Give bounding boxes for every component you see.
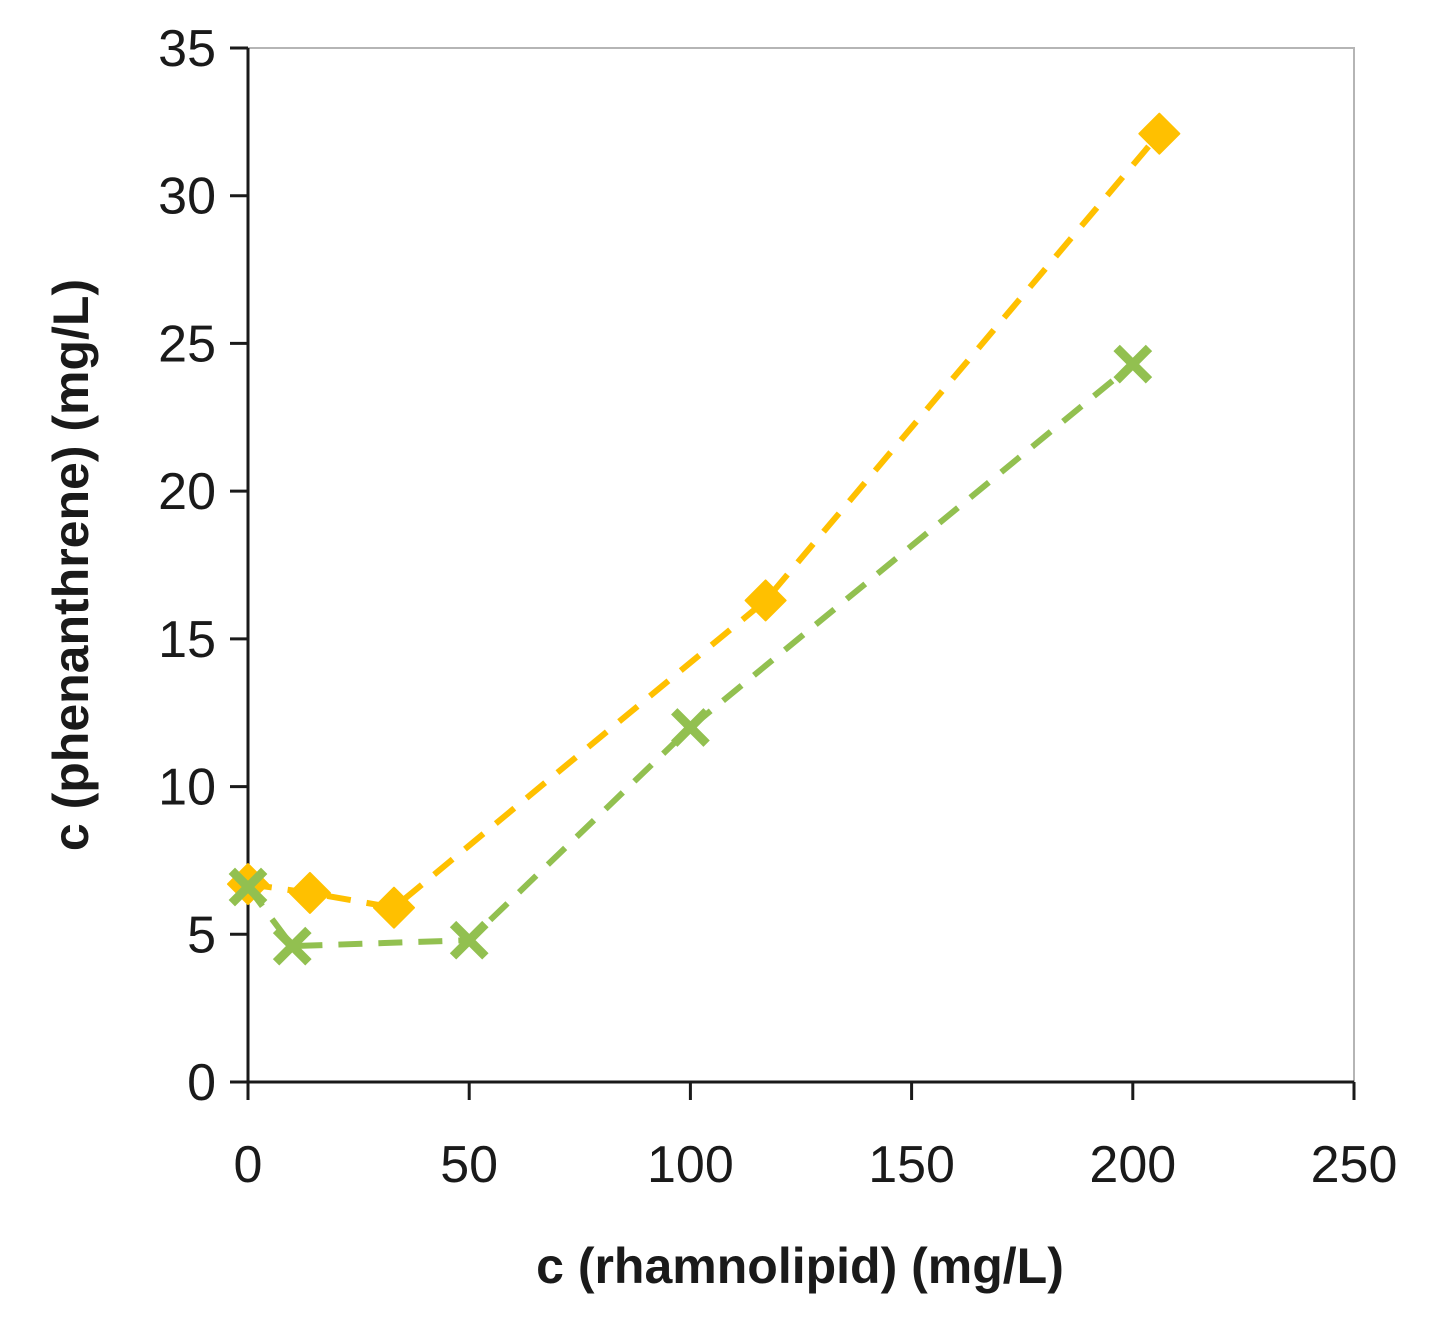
data-point-diamond: [1138, 112, 1181, 155]
series-orange: [227, 112, 1181, 929]
y-tick-label: 25: [158, 315, 216, 373]
data-point-diamond: [372, 886, 415, 929]
labels: c (rhamnolipid) (mg/L) c (phenanthrene) …: [43, 279, 1064, 1294]
series-green: [228, 344, 1153, 966]
x-tick-label: 50: [440, 1136, 498, 1194]
y-tick-label: 0: [187, 1054, 216, 1112]
series-orange-line: [247, 131, 1162, 911]
x-tick-label: 100: [647, 1136, 734, 1194]
plot-border: [247, 47, 1355, 1083]
y-tick-label: 15: [158, 611, 216, 669]
axes: 0 5 10 15 20 25 30 35 0 50 100 150 200 250: [158, 20, 1397, 1194]
data-point-x: [1113, 344, 1153, 384]
data-point-x: [671, 708, 710, 747]
y-tick-label: 20: [158, 463, 216, 521]
data-point-x: [228, 867, 268, 907]
y-tick-label: 35: [158, 20, 216, 78]
data-point-diamond: [288, 871, 331, 914]
y-tick-label: 10: [158, 759, 216, 817]
x-tick-label: 250: [1311, 1136, 1398, 1194]
plot-area: [247, 47, 1355, 1083]
y-axis-title: c (phenanthrene) (mg/L): [43, 279, 99, 851]
x-tick-label: 200: [1089, 1136, 1176, 1194]
data-point-diamond: [744, 579, 787, 622]
series-green-line: [245, 361, 1135, 950]
x-axis-title: c (rhamnolipid) (mg/L): [536, 1238, 1064, 1294]
data-point-x: [272, 926, 312, 966]
y-tick-label: 30: [158, 168, 216, 226]
y-tick-label: 5: [187, 906, 216, 964]
x-tick-label: 0: [234, 1136, 263, 1194]
data-point-x: [449, 920, 489, 960]
x-tick-label: 150: [868, 1136, 955, 1194]
series-layer: [227, 112, 1181, 966]
